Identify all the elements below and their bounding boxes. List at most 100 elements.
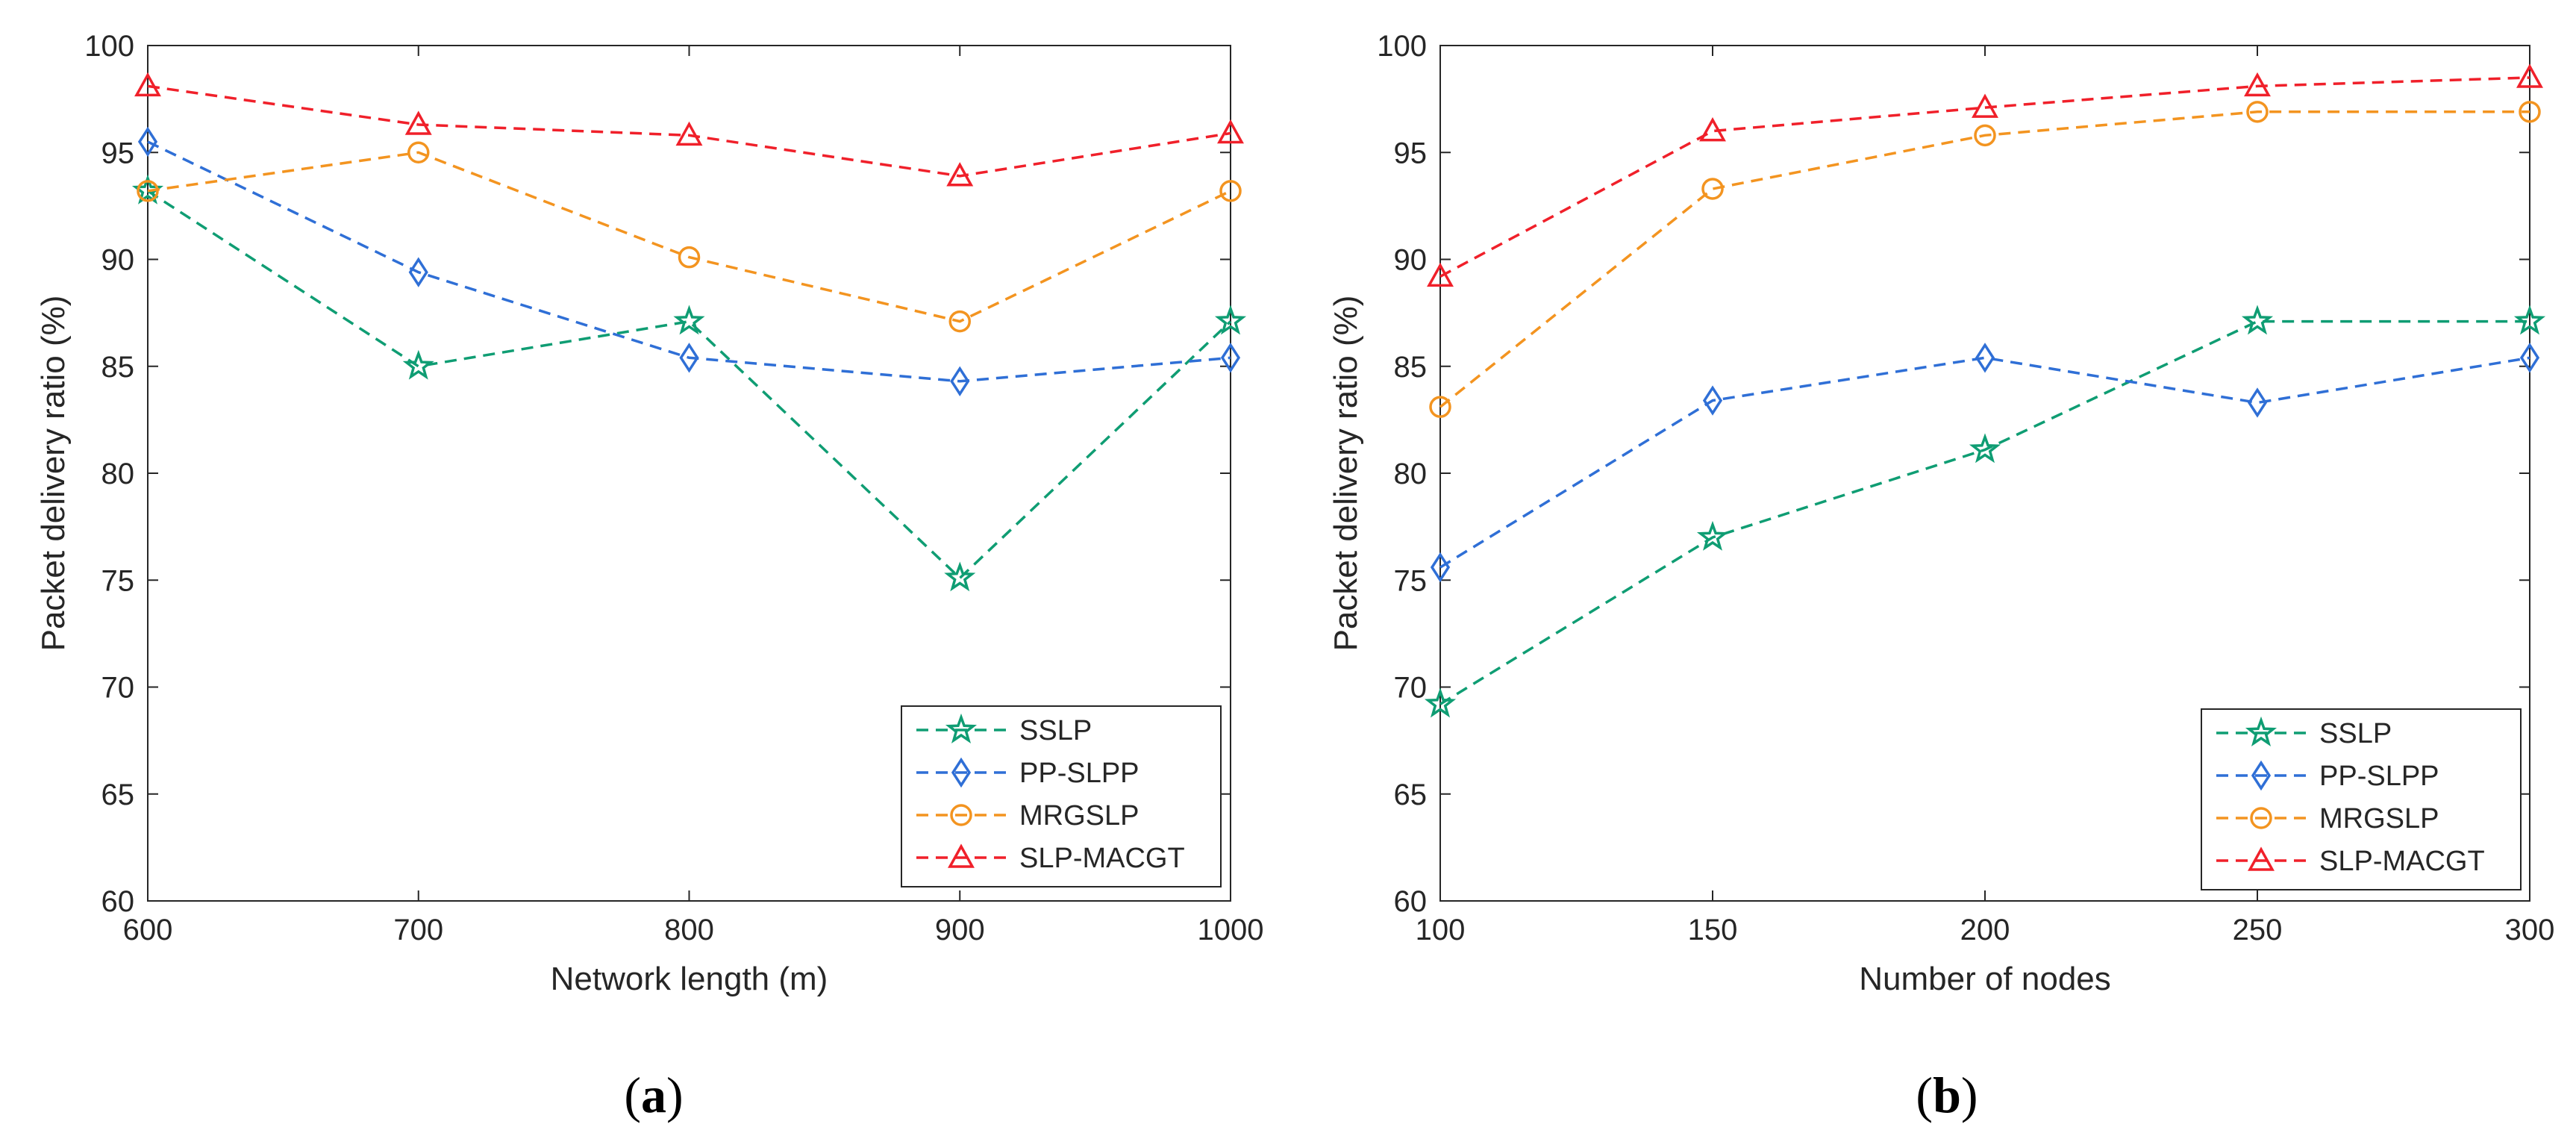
data-point-marker (2244, 72, 2271, 97)
data-point-marker (2241, 305, 2274, 335)
legend-marker (2250, 807, 2272, 829)
chart-panel-b: 100 150 200 250 300 60 65 70 75 80 85 90 95 100 Number… (1328, 30, 2554, 1123)
y-tick-label: 60 (101, 885, 135, 918)
y-tick-label: 100 (84, 30, 134, 63)
data-point-marker (944, 561, 976, 592)
data-point-marker (2519, 101, 2541, 123)
legend: SSLP PP-SLPP MRGSLP SLP-MACGT (2201, 708, 2522, 890)
data-point-marker (2247, 387, 2268, 418)
data-point-marker (1699, 116, 1726, 142)
y-tick-label: 90 (101, 244, 135, 277)
series-slp-macgt (1427, 63, 2543, 287)
data-point-marker (404, 110, 432, 135)
data-point-marker (1702, 385, 1723, 416)
data-point-marker (1429, 396, 1451, 418)
legend-label: SSLP (1019, 715, 1092, 746)
panel-caption: (a) (624, 1067, 683, 1123)
y-axis-label: Packet delivery ratio (%) (1328, 296, 1364, 652)
legend-label: PP-SLPP (2319, 761, 2439, 792)
data-point-marker (1424, 687, 1457, 718)
data-point-marker (408, 257, 428, 287)
legend-label: PP-SLPP (1019, 758, 1139, 789)
legend-item: PP-SLPP (916, 757, 1139, 789)
x-tick-label: 700 (393, 914, 443, 946)
legend-marker (945, 713, 978, 743)
legend-marker (2248, 846, 2275, 871)
y-tick-label: 100 (1377, 30, 1427, 63)
legend-marker (951, 757, 972, 788)
y-axis-label: Packet delivery ratio (%) (35, 296, 72, 652)
y-tick-label: 80 (101, 458, 135, 490)
legend-item: SLP-MACGT (916, 843, 1185, 874)
data-point-marker (1975, 343, 1995, 373)
caption-paren-close: ) (1961, 1067, 1978, 1123)
series-mrgslp (1429, 101, 2541, 418)
data-point-marker (2519, 343, 2540, 373)
y-tick-label: 70 (1394, 672, 1428, 705)
data-point-marker (679, 343, 699, 373)
data-point-marker (407, 141, 430, 163)
legend-item: SSLP (2216, 716, 2392, 749)
y-tick-label: 90 (1394, 244, 1428, 277)
y-tick-label: 95 (101, 137, 135, 169)
legend-item: PP-SLPP (2216, 760, 2439, 792)
caption-paren-open: ( (1916, 1067, 1933, 1123)
series-sslp (1424, 305, 2546, 718)
legend-label: SLP-MACGT (2319, 846, 2485, 877)
x-tick-label: 200 (1960, 914, 2010, 946)
legend-label: MRGSLP (1019, 800, 1139, 832)
y-tick-label: 65 (1394, 779, 1428, 811)
x-tick-label: 150 (1688, 914, 1738, 946)
y-tick-label: 80 (1394, 458, 1428, 490)
x-tick-label: 100 (1416, 914, 1466, 946)
data-point-marker (2516, 63, 2543, 88)
data-point-marker (2513, 305, 2546, 335)
x-tick-label: 800 (664, 914, 714, 946)
y-tick-label: 75 (101, 564, 135, 597)
data-point-marker (673, 305, 705, 335)
legend-label: SLP-MACGT (1019, 843, 1185, 874)
x-tick-label: 900 (935, 914, 985, 946)
caption-letter: b (1933, 1067, 1961, 1123)
data-point-marker (2246, 101, 2269, 123)
legend-item: MRGSLP (916, 800, 1139, 832)
series-line (1439, 76, 2530, 278)
data-point-marker (1427, 262, 1454, 287)
series-line (147, 140, 1231, 383)
data-point-marker (1701, 178, 1724, 200)
y-tick-label: 70 (101, 672, 135, 705)
data-point-marker (1696, 520, 1729, 551)
series-mrgslp (137, 141, 1242, 333)
data-point-marker (1974, 124, 1996, 147)
data-point-marker (1969, 433, 2001, 464)
data-point-marker (1972, 93, 1998, 118)
series-pp-slpp (1430, 343, 2540, 583)
data-point-marker (948, 310, 971, 333)
data-point-marker (678, 246, 701, 269)
series-pp-slpp (137, 126, 1241, 397)
data-point-marker (137, 180, 159, 202)
series-line (147, 151, 1231, 323)
y-tick-label: 75 (1394, 564, 1428, 597)
legend-marker (948, 843, 975, 868)
legend: SSLP PP-SLPP MRGSLP SLP-MACGT (901, 705, 1222, 887)
series-sslp (131, 174, 1247, 592)
data-point-marker (1214, 305, 1247, 335)
x-axis-label: Number of nodes (1859, 961, 2111, 997)
y-tick-label: 85 (101, 351, 135, 384)
legend-label: SSLP (2319, 718, 2392, 749)
x-tick-label: 1000 (1198, 914, 1264, 946)
x-tick-label: 600 (123, 914, 173, 946)
y-tick-label: 95 (1394, 137, 1428, 169)
chart-panel-a: 600 700 800 900 1000 60 65 70 75 80 85 90 95 100 Netwo… (35, 30, 1263, 1123)
data-point-marker (134, 72, 161, 97)
series-line (147, 84, 1231, 178)
data-point-marker (1217, 119, 1244, 144)
series-line (147, 190, 1232, 580)
x-axis-label: Network length (m) (551, 961, 828, 997)
data-point-marker (402, 349, 434, 380)
panel-caption: (b) (1916, 1067, 1978, 1123)
data-point-marker (950, 366, 970, 397)
legend-item: MRGSLP (2216, 803, 2439, 834)
caption-paren-open: ( (624, 1067, 641, 1123)
